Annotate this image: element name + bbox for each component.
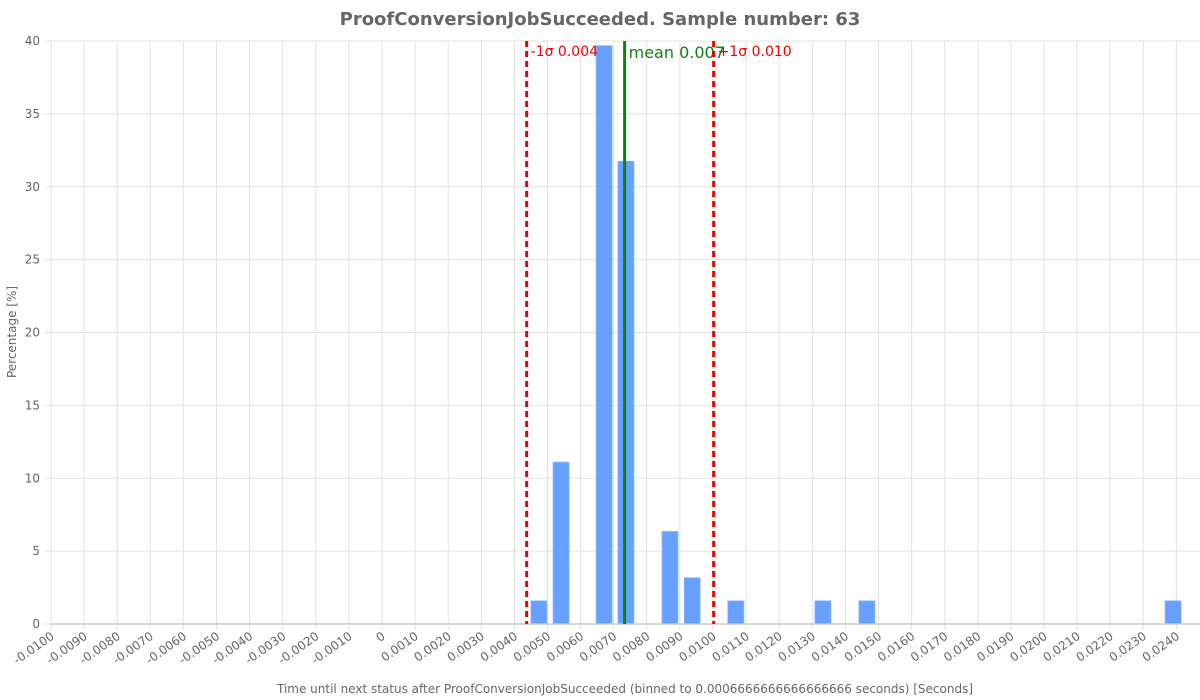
x-tick-label: 0.0130	[776, 629, 818, 665]
x-tick-label: 0.0090	[643, 629, 685, 665]
x-tick-label: 0	[373, 629, 387, 645]
histogram-bar	[1164, 600, 1182, 625]
x-tick-label: 0.0210	[1040, 629, 1082, 665]
x-tick-label: 0.0040	[478, 629, 520, 665]
x-axis-label: Time until next status after ProofConver…	[276, 682, 974, 696]
x-tick-label: 0.0240	[1140, 629, 1182, 665]
y-tick-label: 30	[25, 180, 40, 194]
x-tick-label: 0.0160	[875, 629, 917, 665]
x-tick-label: 0.0010	[378, 629, 420, 665]
x-tick-label: 0.0030	[445, 629, 487, 665]
histogram-bar	[595, 45, 613, 625]
mean-label: mean 0.007	[629, 43, 725, 62]
x-tick-label: 0.0220	[1073, 629, 1115, 665]
histogram-bar	[858, 600, 876, 625]
histogram-bar	[552, 461, 570, 625]
histogram-bar	[530, 600, 548, 625]
x-tick-label: 0.0110	[709, 629, 751, 665]
y-tick-label: 0	[32, 617, 40, 631]
y-tick-label: 20	[25, 326, 40, 340]
x-tick-label: 0.0120	[742, 629, 784, 665]
chart-title: ProofConversionJobSucceeded. Sample numb…	[339, 9, 861, 30]
y-axis-label: Percentage [%]	[5, 285, 19, 379]
x-tick-label: 0.0230	[1107, 629, 1149, 665]
y-tick-label: 25	[25, 253, 40, 267]
x-tick-label: 0.0020	[411, 629, 453, 665]
y-tick-label: 10	[25, 471, 40, 485]
x-tick-label: 0.0100	[676, 629, 718, 665]
y-tick-label: 35	[25, 107, 40, 121]
histogram-bar	[683, 577, 701, 625]
x-tick-label: 0.0190	[974, 629, 1016, 665]
histogram-bar	[727, 600, 745, 625]
sigma-label: +1σ 0.010	[718, 44, 792, 60]
x-tick-label: 0.0180	[941, 629, 983, 665]
y-tick-label: 15	[25, 398, 40, 412]
x-tick-label: 0.0170	[908, 629, 950, 665]
x-tick-label: 0.0080	[610, 629, 652, 665]
y-tick-label: 5	[32, 544, 40, 558]
histogram-bar	[814, 600, 832, 625]
y-tick-label: 40	[25, 34, 40, 48]
x-tick-label: 0.0140	[809, 629, 851, 665]
x-tick-label: 0.0150	[842, 629, 884, 665]
x-tick-label: 0.0070	[577, 629, 619, 665]
x-tick-label: 0.0060	[544, 629, 586, 665]
histogram-bar	[661, 531, 679, 625]
x-tick-label: 0.0050	[511, 629, 553, 665]
x-tick-label: 0.0200	[1007, 629, 1049, 665]
sigma-label: -1σ 0.004	[531, 44, 598, 60]
